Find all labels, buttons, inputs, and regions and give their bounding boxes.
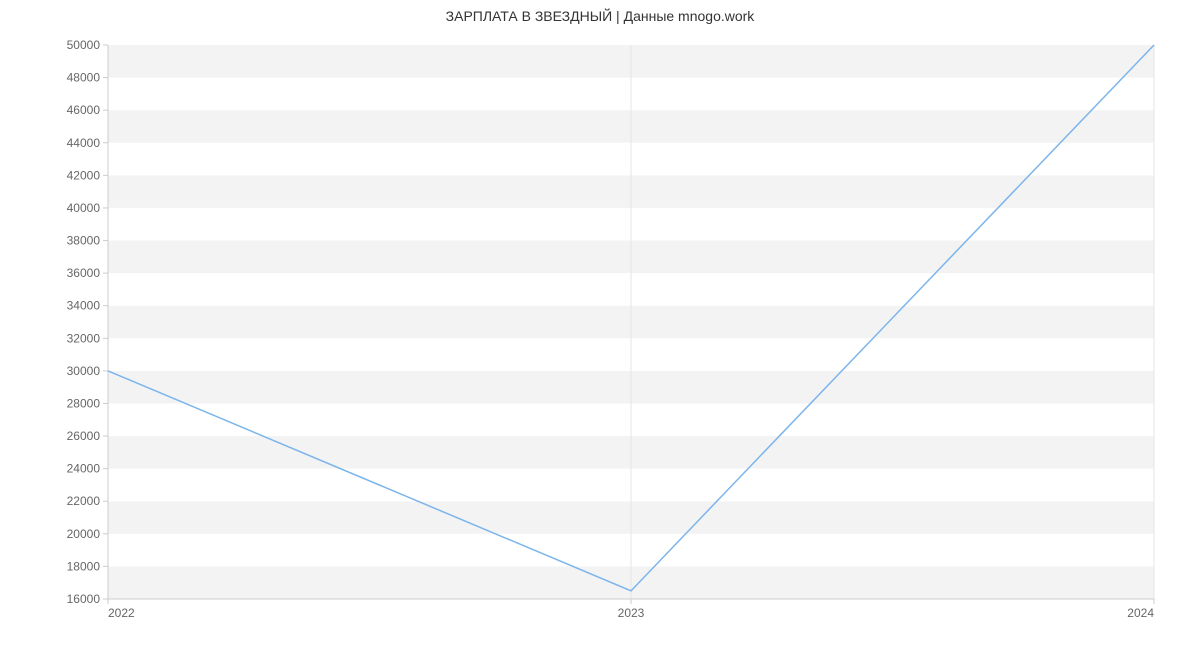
y-tick-label: 46000 [67, 103, 101, 117]
y-tick-label: 30000 [67, 364, 101, 378]
y-tick-label: 18000 [67, 559, 101, 573]
x-tick-label: 2023 [618, 606, 645, 620]
y-tick-label: 44000 [67, 136, 101, 150]
y-tick-label: 40000 [67, 201, 101, 215]
x-tick-label: 2024 [1127, 606, 1154, 620]
chart-svg: 16000 18000 20000 22000 24000 26000 28000 30000… [0, 0, 1200, 650]
y-tick-label: 24000 [67, 462, 101, 476]
y-tick-label: 48000 [67, 71, 101, 85]
y-tick-label: 26000 [67, 429, 101, 443]
x-tick-label: 2022 [108, 606, 135, 620]
line-chart: ЗАРПЛАТА В ЗВЕЗДНЫЙ | Данные mnogo.work … [0, 0, 1200, 650]
y-tick-label: 36000 [67, 266, 101, 280]
y-tick-label: 20000 [67, 527, 101, 541]
y-tick-label: 22000 [67, 494, 101, 508]
chart-title: ЗАРПЛАТА В ЗВЕЗДНЫЙ | Данные mnogo.work [0, 8, 1200, 24]
y-tick-label: 38000 [67, 234, 101, 248]
y-tick-label: 32000 [67, 331, 101, 345]
y-tick-label: 34000 [67, 299, 101, 313]
y-tick-label: 42000 [67, 168, 101, 182]
y-tick-label: 16000 [67, 592, 101, 606]
y-tick-label: 50000 [67, 38, 101, 52]
y-tick-label: 28000 [67, 396, 101, 410]
